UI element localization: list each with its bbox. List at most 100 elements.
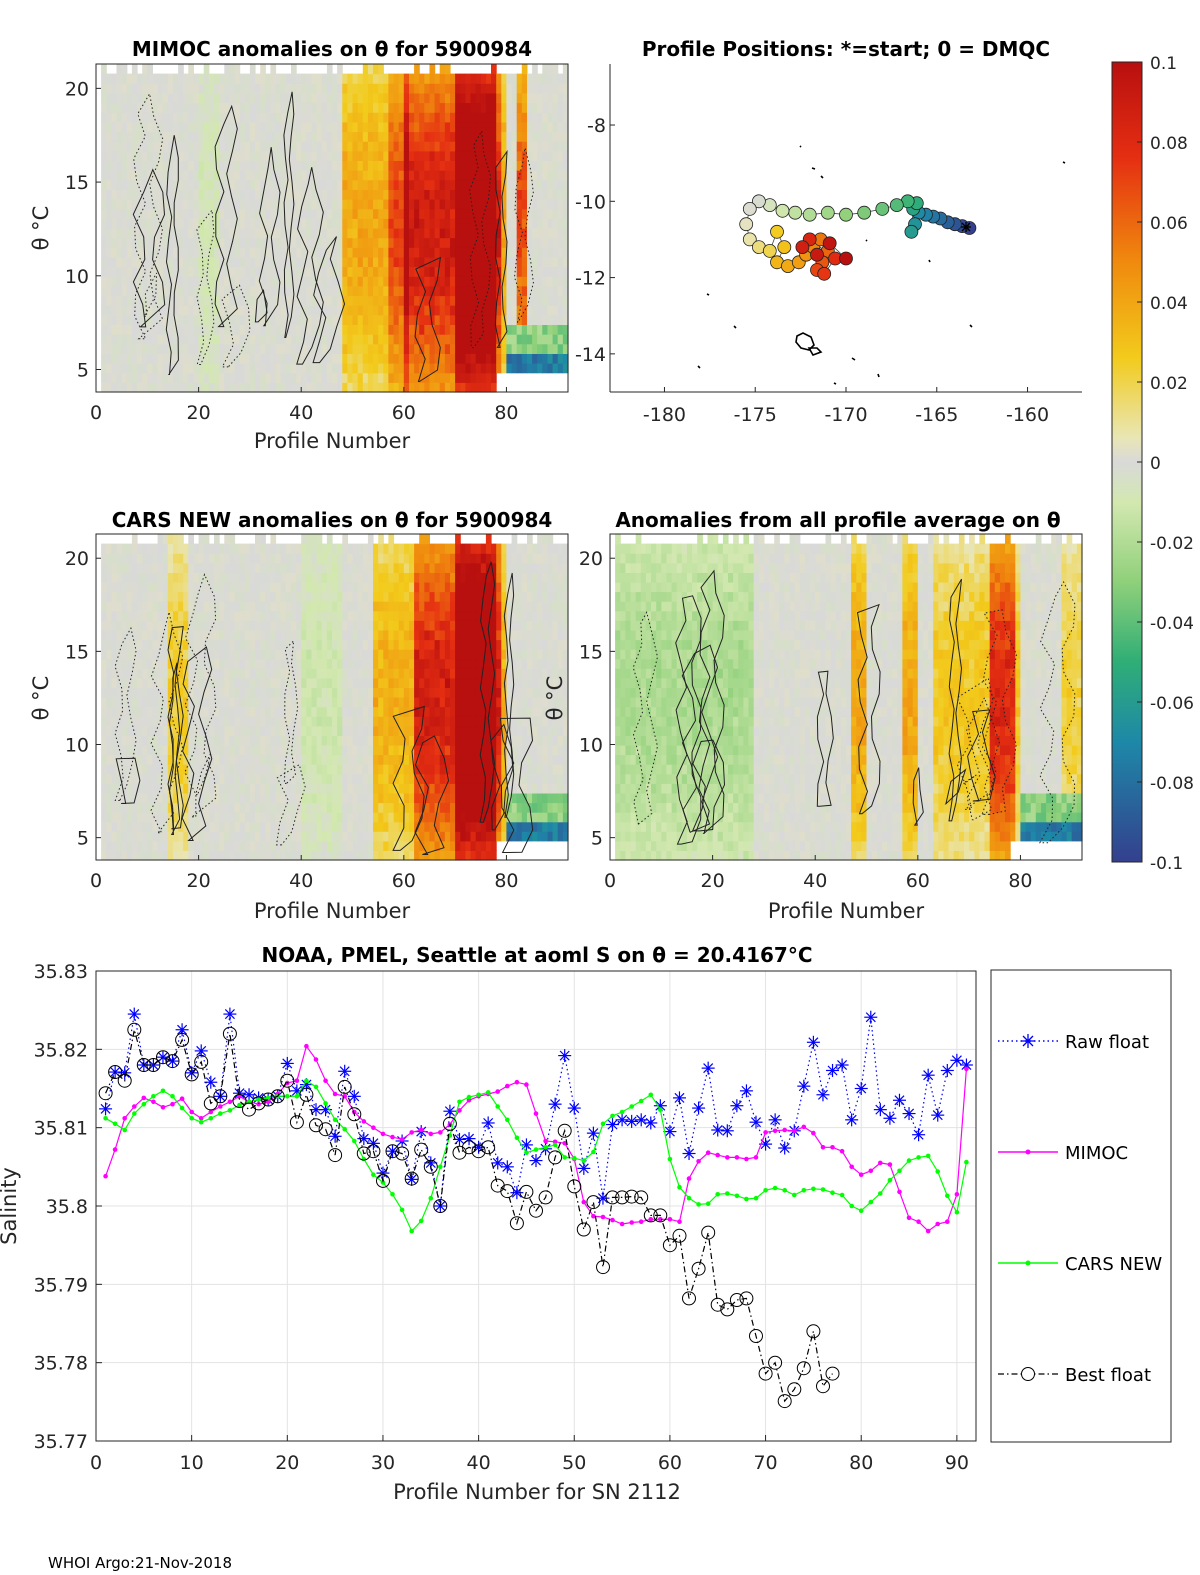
mimoc-cell	[157, 247, 164, 258]
mimoc-cell	[557, 83, 564, 94]
cars-cell	[275, 735, 282, 746]
mimoc-cell	[116, 218, 123, 229]
mimoc-cell	[455, 83, 461, 94]
mimoc-cell	[111, 92, 118, 104]
cars-cell	[121, 840, 128, 851]
cars-cell	[301, 754, 307, 765]
mimoc-cell	[219, 218, 225, 229]
cars-cell	[203, 850, 210, 861]
mimoc-cell	[162, 92, 169, 104]
mimoc-cell	[147, 285, 153, 297]
mimoc-cell	[162, 189, 169, 200]
mimoc-cell	[557, 179, 564, 190]
cars-cell	[265, 581, 271, 593]
mimoc-cell	[106, 353, 112, 364]
cars-cell	[111, 658, 118, 669]
cars-cell	[193, 812, 200, 823]
mimoc-cell	[137, 150, 143, 161]
mimoc-cell	[316, 102, 323, 113]
mimoc-cell	[409, 343, 415, 354]
cars-cell	[347, 668, 354, 679]
cars-cell	[239, 754, 246, 765]
cars-cell	[296, 812, 302, 823]
cars-cell	[296, 639, 302, 650]
mimoc-cell	[419, 102, 425, 113]
mimoc-cell	[455, 150, 461, 161]
mimoc-cell	[527, 208, 533, 219]
mimoc-cell	[362, 102, 369, 113]
cars-cell	[101, 562, 107, 573]
cars-cell	[101, 581, 107, 593]
cars-cell	[255, 601, 261, 612]
mimoc-cell	[367, 131, 374, 142]
mimoc-cell	[516, 189, 523, 200]
cars-cell	[219, 620, 225, 631]
cars-cell	[301, 840, 307, 851]
cars-cell	[347, 735, 354, 746]
mimoc-cell	[409, 102, 415, 113]
mimoc-cell	[337, 64, 343, 75]
cars-cell	[285, 850, 292, 861]
cars-cell	[362, 706, 369, 717]
cars-cell	[137, 649, 143, 660]
mimoc-cell	[203, 276, 210, 287]
mimoc-axes-frame	[95, 63, 569, 393]
mimoc-cell	[506, 218, 513, 229]
cars-cell	[291, 639, 297, 650]
mimoc-cell	[326, 92, 333, 104]
cars-cell	[157, 562, 164, 573]
mimoc-cell	[419, 112, 425, 123]
mimoc-cell	[137, 131, 143, 142]
mimoc-cell	[496, 170, 502, 181]
mimoc-cell	[470, 218, 477, 229]
cars-cell	[106, 812, 112, 823]
cars-cell	[157, 821, 164, 832]
mimoc-cell	[147, 64, 153, 75]
mimoc-cell	[491, 295, 497, 306]
mimoc-cell	[491, 189, 497, 200]
cars-cell	[260, 754, 266, 765]
mimoc-cell	[152, 92, 159, 104]
mimoc-cell	[244, 73, 251, 84]
cars-cell	[121, 572, 128, 583]
mimoc-cell	[106, 295, 112, 306]
mimoc-cell	[480, 189, 487, 200]
mimoc-cell	[183, 256, 189, 268]
mimoc-cell	[244, 179, 251, 190]
cars-cell	[208, 773, 215, 784]
mimoc-cell	[439, 208, 446, 219]
mimoc-cell	[111, 314, 118, 325]
mimoc-cell	[131, 102, 138, 113]
mimoc-cell	[183, 189, 189, 200]
mimoc-cell	[444, 382, 451, 393]
mimoc-xtick-label: 80	[494, 402, 518, 424]
mimoc-cell	[291, 64, 297, 75]
cars-cell	[131, 783, 138, 794]
cars-cell	[188, 697, 194, 708]
cars-cell	[234, 649, 241, 660]
cars-cell	[219, 764, 225, 775]
cars-cell	[326, 581, 333, 593]
cars-cell	[178, 764, 184, 775]
mimoc-cell	[152, 131, 159, 142]
mimoc-cell	[527, 92, 533, 104]
mimoc-cell	[316, 237, 323, 248]
mimoc-cell	[193, 324, 200, 335]
cars-cell	[316, 831, 323, 842]
cars-cell	[367, 716, 374, 727]
mimoc-cell	[214, 314, 220, 325]
mimoc-cell	[342, 170, 348, 181]
mimoc-cell	[460, 141, 466, 152]
mimoc-cell	[275, 141, 282, 152]
mimoc-cell	[142, 218, 148, 229]
cars-cell	[126, 706, 133, 717]
mimoc-cell	[234, 150, 241, 161]
mimoc-cell	[532, 64, 538, 75]
cars-cell	[208, 821, 215, 832]
colorbar: 0.10.080.060.040.020-0.02-0.04-0.06-0.08…	[1111, 54, 1194, 874]
cars-cell	[373, 562, 379, 573]
mimoc-cell	[393, 266, 400, 277]
mimoc-cell	[214, 305, 220, 316]
cars-cell	[162, 792, 169, 804]
mimoc-cell	[116, 170, 123, 181]
